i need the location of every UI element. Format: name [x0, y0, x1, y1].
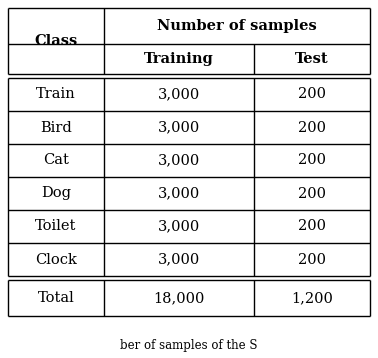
Text: 200: 200 [298, 87, 326, 102]
Text: 200: 200 [298, 121, 326, 135]
Text: Dog: Dog [41, 187, 71, 200]
Text: 200: 200 [298, 219, 326, 233]
Text: Number of samples: Number of samples [157, 19, 317, 33]
Text: Cat: Cat [43, 154, 69, 168]
Text: 3,000: 3,000 [158, 187, 200, 200]
Text: 1,200: 1,200 [291, 291, 333, 305]
Text: Toilet: Toilet [35, 219, 77, 233]
Text: 18,000: 18,000 [153, 291, 205, 305]
Text: 200: 200 [298, 252, 326, 266]
Text: 3,000: 3,000 [158, 121, 200, 135]
Text: Bird: Bird [40, 121, 72, 135]
Text: 3,000: 3,000 [158, 87, 200, 102]
Text: Train: Train [36, 87, 76, 102]
Text: 3,000: 3,000 [158, 154, 200, 168]
Text: Clock: Clock [35, 252, 77, 266]
Text: 200: 200 [298, 187, 326, 200]
Text: Total: Total [37, 291, 74, 305]
Text: ber of samples of the S: ber of samples of the S [120, 339, 258, 352]
Text: 3,000: 3,000 [158, 252, 200, 266]
Text: 3,000: 3,000 [158, 219, 200, 233]
Text: 200: 200 [298, 154, 326, 168]
Text: Test: Test [295, 52, 329, 66]
Text: Class: Class [34, 34, 77, 48]
Text: Training: Training [144, 52, 214, 66]
